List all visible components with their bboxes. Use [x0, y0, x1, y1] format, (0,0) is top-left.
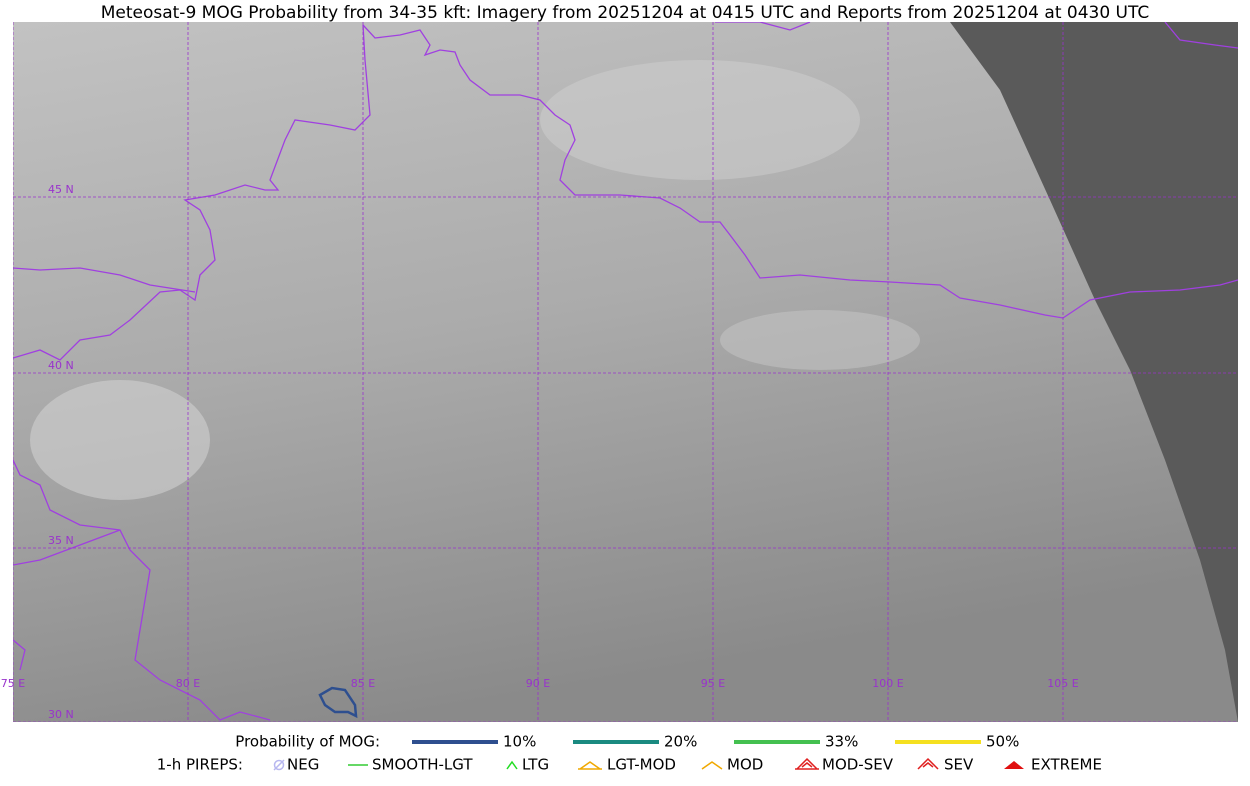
legend: Probability of MOG: 10% 20% 33% 50% 1-h PIREP…	[157, 733, 1102, 774]
border	[13, 267, 196, 293]
lon-label: 100 E	[872, 677, 903, 690]
border	[13, 639, 26, 671]
pirep-symbol	[701, 761, 723, 770]
legend-label: 20%	[664, 733, 697, 751]
legend-label: SMOOTH-LGT	[372, 756, 473, 774]
lat-label: 30 N	[48, 708, 74, 721]
pirep-symbol	[917, 757, 939, 770]
pirep-symbol	[273, 759, 285, 771]
lon-label: 85 E	[351, 677, 375, 690]
title: Meteosat-9 MOG Probability from 34-35 kf…	[101, 3, 1150, 23]
legend-label: 50%	[986, 733, 1019, 751]
border	[13, 24, 371, 361]
legend-title: 1-h PIREPS:	[157, 756, 243, 774]
pirep-symbol	[578, 761, 602, 770]
lon-label: 75 E	[1, 677, 25, 690]
lon-label: 80 E	[176, 677, 200, 690]
cloud	[540, 60, 860, 180]
graticule-labels: 45 N 40 N 35 N 30 N 75 E 80 E 85 E 90 E 95 E 100 …	[1, 183, 1079, 721]
border	[1164, 22, 1238, 49]
lon-label: 90 E	[526, 677, 550, 690]
cloud	[720, 310, 920, 370]
legend-label: MOD-SEV	[822, 756, 894, 774]
borders	[13, 22, 1238, 721]
border	[13, 529, 121, 566]
legend-label: SEV	[944, 756, 974, 774]
border	[13, 459, 271, 721]
pirep-symbol	[506, 760, 518, 770]
legend-label: NEG	[287, 756, 319, 774]
legend-label: 10%	[503, 733, 536, 751]
lon-label: 105 E	[1047, 677, 1078, 690]
legend-title: Probability of MOG:	[235, 733, 380, 751]
map	[13, 22, 1238, 722]
pirep-symbol	[273, 759, 285, 771]
lat-label: 35 N	[48, 534, 74, 547]
mog-contour	[318, 686, 358, 719]
lat-label: 40 N	[48, 359, 74, 372]
pirep-symbol	[1004, 761, 1024, 769]
legend-label: LGT-MOD	[607, 756, 676, 774]
lat-label: 45 N	[48, 183, 74, 196]
legend-label: EXTREME	[1031, 756, 1102, 774]
border	[715, 22, 811, 31]
pirep-symbol	[795, 757, 819, 770]
lon-label: 95 E	[701, 677, 725, 690]
graticule	[13, 22, 1238, 722]
cloud	[30, 380, 210, 500]
border	[362, 24, 1238, 319]
legend-label: 33%	[825, 733, 858, 751]
legend-label: MOD	[727, 756, 763, 774]
legend-label: LTG	[522, 756, 549, 774]
